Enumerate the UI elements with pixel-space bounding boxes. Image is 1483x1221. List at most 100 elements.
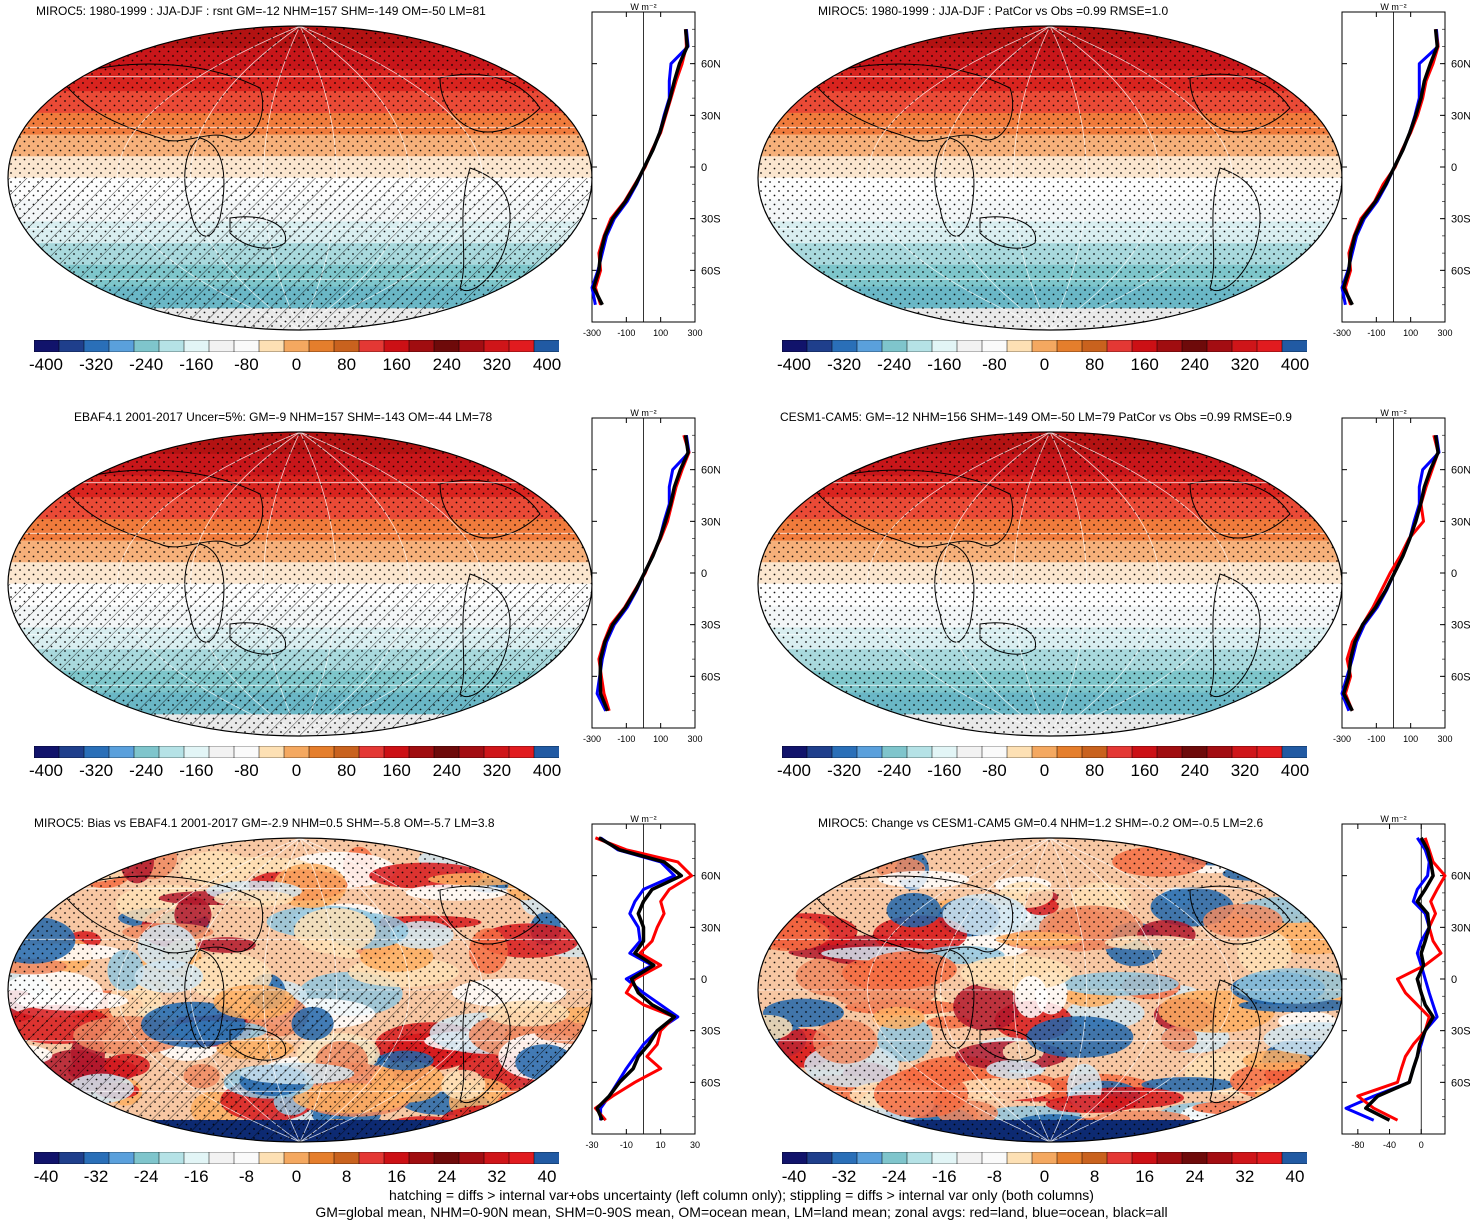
x-tick-label: -40 — [1383, 1140, 1396, 1150]
colorbar-tick-label: 80 — [1085, 761, 1105, 780]
colorbar-tick-label: 240 — [1180, 355, 1209, 374]
colorbar-swatch — [856, 1152, 883, 1164]
map-blob — [758, 1127, 773, 1142]
colorbar-swatch — [1031, 746, 1058, 758]
colorbar-swatch — [981, 1152, 1008, 1164]
colorbar-swatch — [34, 340, 60, 352]
world-map — [757, 837, 1343, 1143]
colorbar-swatch — [233, 746, 260, 758]
colorbar-tick-label: 32 — [487, 1167, 507, 1186]
x-tick-label: 300 — [687, 328, 702, 338]
x-tick-label: -100 — [1367, 328, 1385, 338]
colorbar-swatch — [782, 746, 808, 758]
colorbar-swatch — [458, 746, 485, 758]
lat-label: 30S — [1451, 620, 1470, 632]
colorbar-swatch — [931, 1152, 958, 1164]
colorbar-swatch — [881, 746, 908, 758]
panel-4: CESM1-CAM5: GM=-12 NHM=156 SHM=-149 OM=-… — [742, 406, 1483, 806]
zonal-mean-plot: W m⁻² 60N 30N 0 30S 60S -300 -100 100 300 — [583, 2, 720, 338]
colorbar-swatch — [383, 746, 410, 758]
colorbar-tick-label: 0 — [1039, 1167, 1050, 1186]
colorbar-swatch — [1206, 1152, 1233, 1164]
colorbar-swatch — [408, 1152, 435, 1164]
lat-label: 60N — [1451, 871, 1470, 883]
colorbar-tick-label: -240 — [877, 761, 912, 780]
colorbar-swatch — [34, 1152, 60, 1164]
map-field — [758, 432, 1342, 736]
zonal-mean-plot: W m⁻² 60N 30N 0 30S 60S -300 -100 100 300 — [1333, 2, 1470, 338]
x-tick-label: -100 — [617, 734, 635, 744]
land-zonal-line — [593, 29, 688, 306]
colorbar — [782, 746, 1307, 758]
panel-title: MIROC5: 1980-1999 : JJA-DJF : PatCor vs … — [818, 4, 1169, 18]
x-tick-label: -300 — [1333, 328, 1351, 338]
colorbar-swatch — [483, 1152, 510, 1164]
colorbar-tick-label: -32 — [83, 1167, 109, 1186]
colorbar-swatch — [258, 746, 285, 758]
lat-label: 60S — [701, 265, 720, 277]
colorbar-tick-label: 40 — [537, 1167, 557, 1186]
colorbar-swatch — [1106, 340, 1133, 352]
colorbar-labels: -40 -32 -24 -16 -8 0 8 16 24 32 40 — [34, 1167, 559, 1189]
colorbar-tick-label: -240 — [129, 761, 164, 780]
hatching — [8, 178, 592, 330]
colorbar-swatch — [108, 340, 135, 352]
colorbar-swatch — [258, 1152, 285, 1164]
zonal-unit: W m⁻² — [1380, 814, 1406, 824]
lat-label: 30S — [1451, 214, 1470, 226]
colorbar-swatch — [1181, 1152, 1208, 1164]
colorbar-swatch — [533, 746, 559, 758]
colorbar-swatch — [83, 746, 110, 758]
colorbar-swatch — [831, 1152, 858, 1164]
map-blob — [758, 1076, 811, 1097]
x-tick-label: -300 — [583, 734, 601, 744]
map-blob — [1254, 856, 1327, 880]
footer-line-1: hatching = diffs > internal var+obs unce… — [389, 1187, 1094, 1203]
colorbar-tick-label: -400 — [776, 761, 812, 780]
colorbar-swatch — [1056, 1152, 1083, 1164]
x-tick-label: 30 — [690, 1140, 700, 1150]
panel-title: MIROC5: Change vs CESM1-CAM5 GM=0.4 NHM=… — [818, 816, 1264, 830]
colorbar-swatch — [433, 340, 460, 352]
colorbar-swatch — [233, 340, 260, 352]
panel-title: MIROC5: 1980-1999 : JJA-DJF : rsnt GM=-1… — [36, 4, 486, 18]
x-tick-label: -100 — [617, 328, 635, 338]
colorbar-tick-label: 80 — [337, 355, 357, 374]
lat-label: 0 — [1451, 162, 1457, 174]
colorbar-swatch — [358, 746, 385, 758]
colorbar-tick-label: -400 — [28, 761, 64, 780]
colorbar-swatch — [158, 746, 185, 758]
colorbar-swatch — [1056, 340, 1083, 352]
colorbar-swatch — [1006, 1152, 1033, 1164]
x-tick-label: 100 — [1403, 328, 1418, 338]
colorbar-swatch — [333, 340, 360, 352]
colorbar-swatch — [806, 1152, 833, 1164]
colorbar-tick-label: -160 — [179, 355, 214, 374]
land-zonal-line — [1343, 434, 1440, 712]
all-zonal-line — [1341, 29, 1440, 306]
colorbar-tick-label: 80 — [1085, 355, 1105, 374]
footer-line-2: GM=global mean, NHM=0-90N mean, SHM=0-90… — [315, 1204, 1168, 1220]
colorbar-swatch — [58, 746, 85, 758]
colorbar-swatch — [508, 746, 535, 758]
colorbar-tick-label: -80 — [234, 355, 259, 374]
lat-label: 30N — [1451, 516, 1470, 528]
colorbar-swatch — [881, 1152, 908, 1164]
all-zonal-line — [1364, 836, 1435, 1122]
colorbar-swatch — [1181, 340, 1208, 352]
zonal-unit: W m⁻² — [1380, 2, 1406, 12]
colorbar-swatch — [508, 1152, 535, 1164]
colorbar-tick-label: 160 — [1130, 355, 1159, 374]
colorbar-swatch — [1256, 746, 1283, 758]
zonal-unit: W m⁻² — [630, 2, 656, 12]
zonal-unit: W m⁻² — [630, 408, 656, 418]
colorbar-swatch — [906, 746, 933, 758]
zonal-mean-plot: W m⁻² 60N 30N 0 30S 60S -30 -10 10 30 — [585, 814, 720, 1150]
colorbar-swatch — [1281, 746, 1307, 758]
world-map — [7, 431, 593, 737]
colorbar-swatch — [283, 340, 310, 352]
colorbar-swatch — [831, 340, 858, 352]
colorbar-tick-label: 40 — [1285, 1167, 1305, 1186]
colorbar-tick-label: -400 — [28, 355, 64, 374]
colorbar-swatch — [408, 340, 435, 352]
